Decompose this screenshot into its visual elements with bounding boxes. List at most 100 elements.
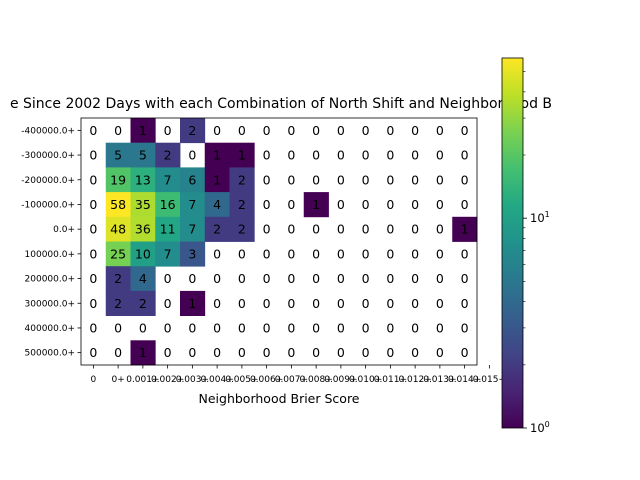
cell-value-label: 0 <box>411 222 419 237</box>
cell-value-label: 0 <box>461 172 469 187</box>
heatmap-cell <box>155 192 181 218</box>
cell-value-label: 0 <box>436 148 444 163</box>
cell-value-label: 2 <box>238 197 246 212</box>
cell-value-label: 1 <box>312 197 320 212</box>
cell-value-label: 0 <box>436 123 444 138</box>
x-axis: 0 0+ 0.001+0.002+0.003+0.004+0.005+0.006+0… <box>91 365 506 385</box>
heatmap-cell <box>155 241 181 267</box>
cell-value-label: 0 <box>164 123 172 138</box>
cell-value-label: 0 <box>337 197 345 212</box>
heatmap-cell <box>303 192 329 218</box>
heatmap-cell <box>204 216 230 242</box>
cell-value-label: 0 <box>238 271 246 286</box>
cell-value-label: 0 <box>114 345 122 360</box>
cell-value-label: 0 <box>89 320 97 335</box>
cell-value-label: 0 <box>213 345 221 360</box>
heatmap-cell <box>155 142 181 168</box>
cell-value-label: 0 <box>461 148 469 163</box>
heatmap-cell <box>155 216 181 242</box>
y-tick-label: 200000.0+ <box>25 275 75 285</box>
heatmap-cell <box>130 266 156 292</box>
cell-value-label: 2 <box>114 271 122 286</box>
cell-value-label: 0 <box>461 320 469 335</box>
cell-value-label: 7 <box>164 246 172 261</box>
cell-value-label: 0 <box>263 172 271 187</box>
cell-value-label: 0 <box>362 222 370 237</box>
cell-value-label: 0 <box>337 172 345 187</box>
cell-value-label: 0 <box>436 197 444 212</box>
cell-value-label: 0 <box>337 345 345 360</box>
x-tick-label: 0.015+ <box>473 375 506 385</box>
heatmap-cell <box>105 167 131 193</box>
heatmap-cell <box>130 241 156 267</box>
cell-value-label: 0 <box>312 320 320 335</box>
heatmap-cell <box>204 192 230 218</box>
colorbar-tick-label: 100 <box>530 420 550 435</box>
cell-value-label: 7 <box>188 197 196 212</box>
cell-value-label: 48 <box>110 222 126 237</box>
cell-value-label: 2 <box>139 296 147 311</box>
y-tick-label: -300000.0+ <box>21 151 75 161</box>
cell-value-label: 5 <box>114 148 122 163</box>
x-tick-label: 0.005+ <box>225 375 258 385</box>
cell-value-label: 0 <box>263 345 271 360</box>
cell-value-label: 0 <box>312 296 320 311</box>
y-tick-label: 0.0+ <box>53 225 75 235</box>
cell-value-label: 0 <box>188 320 196 335</box>
heatmap-cell <box>229 192 255 218</box>
cell-value-label: 0 <box>436 296 444 311</box>
cell-value-label: 2 <box>238 172 246 187</box>
heatmap-cell <box>180 241 206 267</box>
cell-value-label: 0 <box>362 320 370 335</box>
cell-value-label: 0 <box>287 172 295 187</box>
cell-value-label: 0 <box>312 123 320 138</box>
cell-value-label: 0 <box>386 123 394 138</box>
cell-value-label: 0 <box>362 123 370 138</box>
cell-value-label: 0 <box>362 271 370 286</box>
cell-value-label: 0 <box>386 345 394 360</box>
cell-value-label: 0 <box>287 320 295 335</box>
cell-value-label: 1 <box>213 172 221 187</box>
x-tick-label: 0.006+ <box>250 375 283 385</box>
heatmap-cell <box>130 290 156 316</box>
heatmap-cell <box>180 216 206 242</box>
cell-value-label: 0 <box>164 296 172 311</box>
cell-value-label: 0 <box>362 172 370 187</box>
colorbar-tick-label: 101 <box>530 210 550 225</box>
cell-value-label: 0 <box>362 148 370 163</box>
cell-value-label: 0 <box>362 197 370 212</box>
heatmap-cell <box>229 216 255 242</box>
x-tick-label: 0.008+ <box>299 375 332 385</box>
heatmap-cell <box>105 192 131 218</box>
x-tick-label: 0.012+ <box>398 375 431 385</box>
heatmap-cell <box>180 192 206 218</box>
cell-value-label: 0 <box>386 197 394 212</box>
cell-value-label: 0 <box>411 246 419 261</box>
cell-value-label: 0 <box>461 197 469 212</box>
x-tick-label: 0.013+ <box>423 375 456 385</box>
cell-value-label: 35 <box>135 197 151 212</box>
cell-value-label: 25 <box>110 246 126 261</box>
cell-value-label: 0 <box>213 123 221 138</box>
x-tick-label: 0.002+ <box>151 375 184 385</box>
cell-value-label: 0 <box>386 271 394 286</box>
cell-value-label: 0 <box>287 271 295 286</box>
cell-value-label: 58 <box>110 197 126 212</box>
cell-value-label: 0 <box>89 172 97 187</box>
cell-value-label: 0 <box>461 246 469 261</box>
x-tick-label: 0.009+ <box>324 375 357 385</box>
cell-value-label: 0 <box>263 320 271 335</box>
heatmap-cell <box>229 167 255 193</box>
heatmap-cell <box>180 167 206 193</box>
cell-value-label: 0 <box>436 172 444 187</box>
cell-value-label: 0 <box>411 271 419 286</box>
cell-value-label: 19 <box>110 172 126 187</box>
cell-value-label: 7 <box>164 172 172 187</box>
cell-value-label: 0 <box>461 296 469 311</box>
cell-value-label: 1 <box>213 148 221 163</box>
heatmap-cell <box>130 118 156 144</box>
cell-value-label: 0 <box>312 172 320 187</box>
cell-value-label: 0 <box>238 123 246 138</box>
cell-value-label: 0 <box>411 197 419 212</box>
